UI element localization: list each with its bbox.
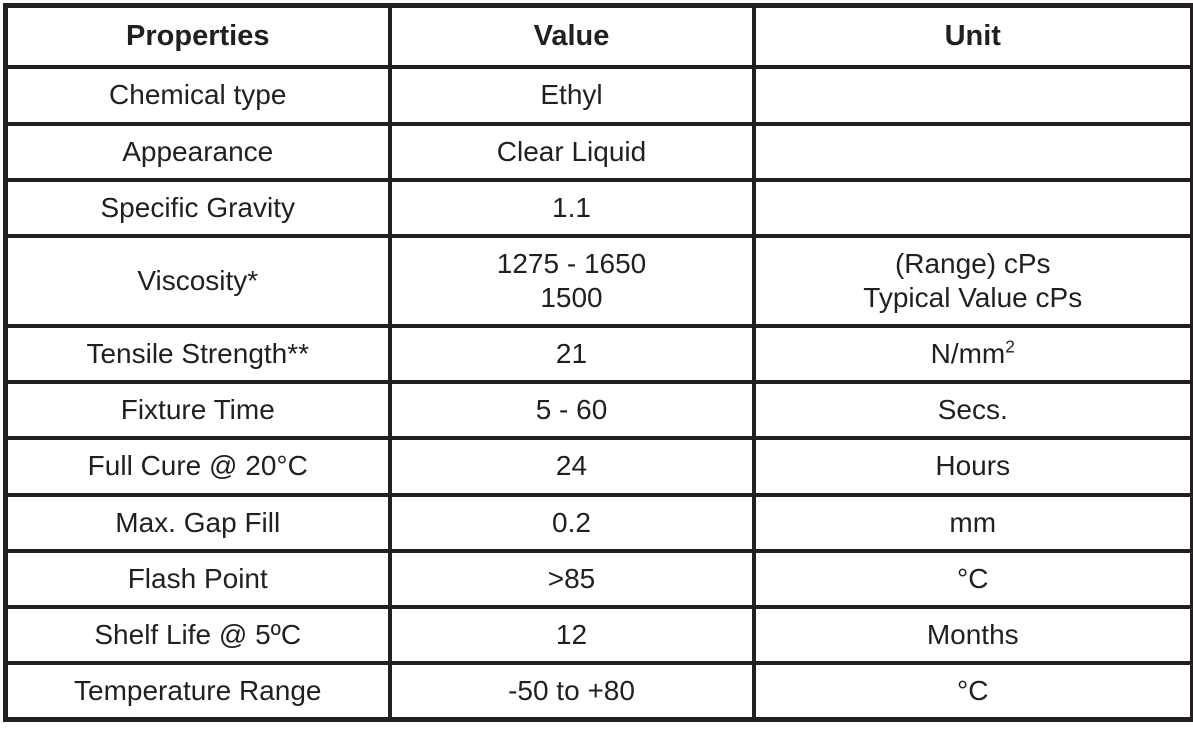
unit-line: °C bbox=[762, 562, 1185, 596]
table-row: Chemical type Ethyl bbox=[3, 65, 1193, 126]
value-cell: 1.1 bbox=[387, 177, 756, 238]
header-row: Properties Value Unit bbox=[3, 3, 1193, 70]
property-cell: Appearance bbox=[3, 121, 392, 182]
unit-cell: Months bbox=[751, 604, 1193, 666]
table-row: Flash Point >85 °C bbox=[3, 548, 1193, 609]
property-cell: Max. Gap Fill bbox=[3, 492, 392, 553]
value-line: 1275 - 1650 bbox=[496, 247, 647, 279]
unit-line: Months bbox=[762, 618, 1185, 652]
value-line: Ethyl bbox=[540, 79, 603, 111]
value-line: 21 bbox=[555, 338, 588, 370]
value-cell: 5 - 60 bbox=[387, 380, 756, 441]
unit-cell bbox=[751, 65, 1193, 126]
table-row: Temperature Range -50 to +80 °C bbox=[3, 661, 1193, 722]
value-cell: 21 bbox=[387, 324, 756, 385]
table-row: Specific Gravity 1.1 bbox=[3, 177, 1193, 238]
unit-text: Hours bbox=[935, 450, 1011, 482]
unit-line: Secs. bbox=[762, 393, 1185, 427]
property-cell: Flash Point bbox=[3, 548, 392, 609]
table-body: Chemical type Ethyl Appearance Clear Liquid… bbox=[3, 65, 1193, 722]
property-cell: Temperature Range bbox=[3, 661, 392, 722]
value-cell: 0.2 bbox=[387, 492, 756, 553]
property-cell: Shelf Life @ 5ºC bbox=[3, 604, 392, 666]
unit-text: Secs. bbox=[937, 394, 1008, 426]
unit-text: °C bbox=[957, 675, 989, 707]
unit-cell: °C bbox=[751, 548, 1193, 609]
unit-text: mm bbox=[949, 506, 997, 538]
unit-line: N/mm2 bbox=[762, 337, 1185, 371]
unit-cell: Hours bbox=[751, 436, 1193, 497]
unit-text: N/mm bbox=[930, 338, 1006, 370]
unit-line: mm bbox=[762, 506, 1185, 540]
table-row: Full Cure @ 20°C 24 Hours bbox=[3, 436, 1193, 497]
unit-line: Typical Value cPs bbox=[762, 281, 1185, 315]
table-row: Max. Gap Fill 0.2 mm bbox=[3, 492, 1193, 553]
unit-line: (Range) cPs bbox=[762, 247, 1185, 281]
unit-cell: °C bbox=[751, 661, 1193, 722]
unit-text: Typical Value cPs bbox=[863, 282, 1083, 313]
table-row: Viscosity* 1275 - 1650 1500 (Range) cPs Typi… bbox=[3, 233, 1193, 329]
unit-text: (Range) cPs bbox=[894, 247, 1051, 279]
property-cell: Specific Gravity bbox=[3, 177, 392, 238]
unit-cell bbox=[751, 177, 1193, 238]
column-header-properties: Properties bbox=[3, 3, 392, 70]
value-cell: 1275 - 1650 1500 bbox=[387, 233, 756, 329]
value-line: 5 - 60 bbox=[535, 394, 608, 426]
value-cell: -50 to +80 bbox=[387, 661, 756, 722]
value-cell: 12 bbox=[387, 604, 756, 666]
value-cell: >85 bbox=[387, 548, 756, 609]
unit-cell: N/mm2 bbox=[751, 324, 1193, 385]
unit-line: Hours bbox=[762, 449, 1185, 483]
unit-text: °C bbox=[957, 562, 989, 594]
unit-superscript: 2 bbox=[1005, 336, 1015, 357]
unit-line: °C bbox=[762, 674, 1185, 708]
properties-table: Properties Value Unit Chemical type Ethyl… bbox=[3, 3, 1193, 723]
value-cell: 24 bbox=[387, 436, 756, 497]
table-row: Shelf Life @ 5ºC 12 Months bbox=[3, 604, 1193, 666]
property-cell: Viscosity* bbox=[3, 233, 392, 329]
column-header-unit: Unit bbox=[751, 3, 1193, 70]
value-line: 24 bbox=[555, 450, 588, 482]
column-header-value: Value bbox=[387, 3, 756, 70]
table-row: Appearance Clear Liquid bbox=[3, 121, 1193, 182]
property-cell: Full Cure @ 20°C bbox=[3, 436, 392, 497]
value-line: 12 bbox=[555, 618, 588, 650]
unit-cell: Secs. bbox=[751, 380, 1193, 441]
unit-cell bbox=[751, 121, 1193, 182]
property-cell: Fixture Time bbox=[3, 380, 392, 441]
value-line: 0.2 bbox=[552, 506, 591, 538]
value-line: -50 to +80 bbox=[508, 675, 635, 707]
value-line: Clear Liquid bbox=[496, 135, 647, 167]
value-cell: Clear Liquid bbox=[387, 121, 756, 182]
value-line: 1.1 bbox=[552, 191, 591, 223]
unit-text: Months bbox=[926, 618, 1019, 650]
table-row: Fixture Time 5 - 60 Secs. bbox=[3, 380, 1193, 441]
property-cell: Chemical type bbox=[3, 65, 392, 126]
value-line: >85 bbox=[547, 562, 596, 594]
table-row: Tensile Strength** 21 N/mm2 bbox=[3, 324, 1193, 385]
unit-cell: (Range) cPs Typical Value cPs bbox=[751, 233, 1193, 329]
value-line: 1500 bbox=[540, 282, 603, 313]
property-cell: Tensile Strength** bbox=[3, 324, 392, 385]
unit-cell: mm bbox=[751, 492, 1193, 553]
value-cell: Ethyl bbox=[387, 65, 756, 126]
